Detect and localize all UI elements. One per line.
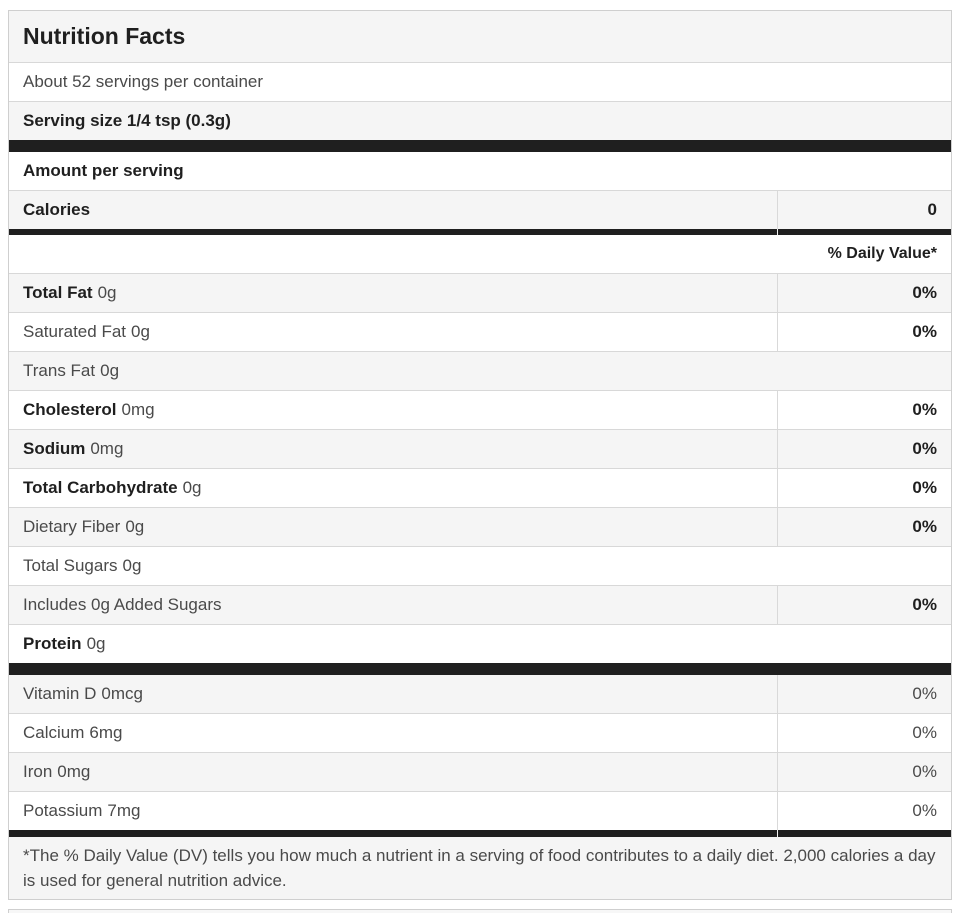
- nutrient-dv: 0%: [777, 508, 951, 546]
- vitamins-bottom-bar: [9, 830, 951, 837]
- bar-notch: [777, 830, 778, 837]
- amount-per-serving-row: Amount per serving: [9, 152, 951, 191]
- nutrient-amount: 0g: [182, 478, 202, 497]
- calories-divider-bar: [9, 229, 951, 235]
- servings-per-container: About 52 servings per container: [23, 72, 264, 91]
- vitamin-dv: 0%: [777, 675, 951, 713]
- nutrient-amount: 0g: [86, 634, 106, 653]
- nutrient-amount: 0g: [125, 517, 145, 536]
- nutrient-row-sodium: Sodium 0mg 0%: [9, 430, 951, 469]
- nutrient-name: Protein: [23, 634, 82, 653]
- serving-size: Serving size 1/4 tsp (0.3g): [23, 111, 231, 130]
- nutrient-dv: 0%: [777, 469, 951, 507]
- daily-value-header-row: % Daily Value*: [9, 235, 951, 274]
- nutrient-row-total-sugars: Total Sugars 0g: [9, 547, 951, 586]
- amount-per-serving-label: Amount per serving: [23, 161, 184, 180]
- nutrition-facts-panel: Nutrition Facts About 52 servings per co…: [8, 10, 952, 900]
- next-section-peek: [8, 909, 952, 913]
- thick-divider-bar-top: [9, 140, 951, 152]
- vitamin-dv: 0%: [777, 714, 951, 752]
- vitamin-amount: 0mg: [57, 762, 91, 781]
- nutrient-name: Sodium: [23, 439, 86, 458]
- nutrient-name: Trans Fat: [23, 361, 96, 380]
- nutrient-row-saturated-fat: Saturated Fat 0g 0%: [9, 313, 951, 352]
- nutrient-amount: 0g: [97, 283, 117, 302]
- vitamin-amount: 6mg: [89, 723, 123, 742]
- vitamin-row-calcium: Calcium 6mg 0%: [9, 714, 951, 753]
- thick-divider-bar-vitamins: [9, 663, 951, 675]
- vitamin-name: Iron: [23, 762, 53, 781]
- servings-per-container-row: About 52 servings per container: [9, 63, 951, 102]
- nutrient-name: Total Fat: [23, 283, 93, 302]
- vitamin-name: Vitamin D: [23, 684, 97, 703]
- vitamin-name: Calcium: [23, 723, 85, 742]
- vitamin-row-vitamin-d: Vitamin D 0mcg 0%: [9, 675, 951, 714]
- nutrient-name: Cholesterol: [23, 400, 117, 419]
- nutrient-amount: 0g: [122, 556, 142, 575]
- calories-value: 0: [777, 191, 951, 229]
- serving-size-row: Serving size 1/4 tsp (0.3g): [9, 102, 951, 140]
- nutrient-amount: 0g: [100, 361, 120, 380]
- nutrient-row-total-fat: Total Fat 0g 0%: [9, 274, 951, 313]
- calories-label: Calories: [23, 200, 91, 219]
- nutrient-amount: 0mg: [121, 400, 155, 419]
- nutrient-row-cholesterol: Cholesterol 0mg 0%: [9, 391, 951, 430]
- vitamin-dv: 0%: [777, 753, 951, 791]
- nutrient-name: Total Carbohydrate: [23, 478, 178, 497]
- nutrient-amount: 0mg: [90, 439, 124, 458]
- nutrient-name: Saturated Fat: [23, 322, 127, 341]
- vitamin-amount: 7mg: [107, 801, 141, 820]
- calories-row: Calories 0: [9, 191, 951, 229]
- vitamin-dv: 0%: [777, 792, 951, 830]
- nutrient-dv: 0%: [777, 274, 951, 312]
- daily-value-footnote: *The % Daily Value (DV) tells you how mu…: [9, 837, 951, 899]
- vitamin-row-iron: Iron 0mg 0%: [9, 753, 951, 792]
- nutrient-dv: 0%: [777, 391, 951, 429]
- daily-value-header: % Daily Value*: [827, 245, 937, 262]
- nutrient-dv: 0%: [777, 430, 951, 468]
- nutrient-name: Total Sugars: [23, 556, 118, 575]
- nutrient-row-protein: Protein 0g: [9, 625, 951, 663]
- bar-notch: [777, 229, 778, 235]
- nutrient-row-total-carbohydrate: Total Carbohydrate 0g 0%: [9, 469, 951, 508]
- vitamin-amount: 0mcg: [101, 684, 143, 703]
- vitamin-name: Potassium: [23, 801, 103, 820]
- vitamin-row-potassium: Potassium 7mg 0%: [9, 792, 951, 830]
- nutrient-row-dietary-fiber: Dietary Fiber 0g 0%: [9, 508, 951, 547]
- nutrient-dv: 0%: [777, 586, 951, 624]
- nutrient-dv: 0%: [777, 313, 951, 351]
- nutrient-row-trans-fat: Trans Fat 0g: [9, 352, 951, 391]
- nutrient-amount: 0g: [131, 322, 150, 341]
- nutrition-facts-title: Nutrition Facts: [9, 11, 951, 63]
- nutrient-name: Includes 0g Added Sugars: [23, 595, 222, 614]
- nutrient-name: Dietary Fiber: [23, 517, 121, 536]
- nutrient-row-added-sugars: Includes 0g Added Sugars 0%: [9, 586, 951, 625]
